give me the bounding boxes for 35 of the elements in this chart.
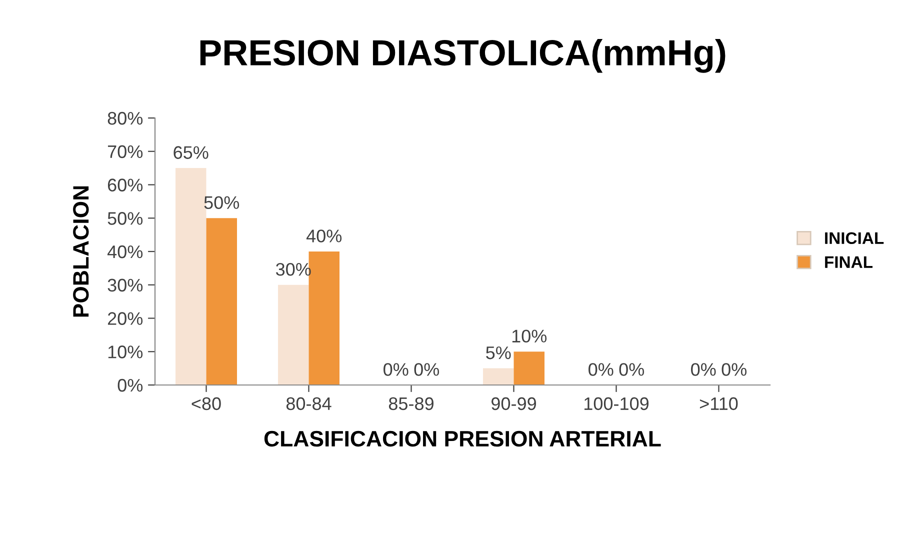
y-axis-title: POBLACION — [73, 186, 89, 317]
bar — [483, 368, 514, 385]
data-label: 50% — [204, 196, 240, 209]
y-tick-label: 50% — [108, 212, 143, 225]
data-label: 40% — [306, 230, 342, 242]
data-label: 65% — [174, 146, 208, 159]
x-tick-label: <80 — [192, 397, 221, 410]
y-tick-label: 20% — [108, 312, 143, 325]
bar — [278, 284, 309, 385]
bar — [514, 352, 544, 385]
data-label: 0% — [384, 363, 408, 376]
legend-label: INICIAL — [825, 232, 884, 244]
y-tick-label: 10% — [108, 346, 143, 358]
data-label: 0% — [414, 363, 440, 376]
x-tick-label: 100-109 — [584, 397, 649, 410]
data-label: 10% — [512, 330, 547, 342]
x-tick-label: 85-89 — [388, 397, 434, 410]
x-tick-label: 90-99 — [492, 397, 536, 410]
y-tick-label: 0% — [118, 378, 143, 392]
x-tick-label: >110 — [700, 397, 738, 410]
data-label: 0% — [588, 363, 614, 376]
y-tick-label: 60% — [108, 178, 143, 192]
data-label: 0% — [722, 363, 747, 376]
bar — [206, 218, 237, 385]
data-label: 5% — [486, 346, 511, 360]
x-tick-label: 80-84 — [286, 397, 332, 410]
chart-title: PRESION DIASTOLICA(mmHg) — [200, 39, 726, 73]
y-tick-label: 70% — [108, 145, 143, 158]
y-tick-label: 80% — [108, 112, 143, 125]
data-label: 0% — [691, 363, 716, 376]
x-axis-title: CLASIFICACION PRESION ARTERIAL — [264, 430, 661, 447]
legend-label: FINAL — [825, 256, 873, 268]
y-tick-label: 40% — [107, 245, 143, 258]
data-label: 0% — [619, 363, 644, 376]
y-tick-label: 30% — [108, 278, 143, 292]
